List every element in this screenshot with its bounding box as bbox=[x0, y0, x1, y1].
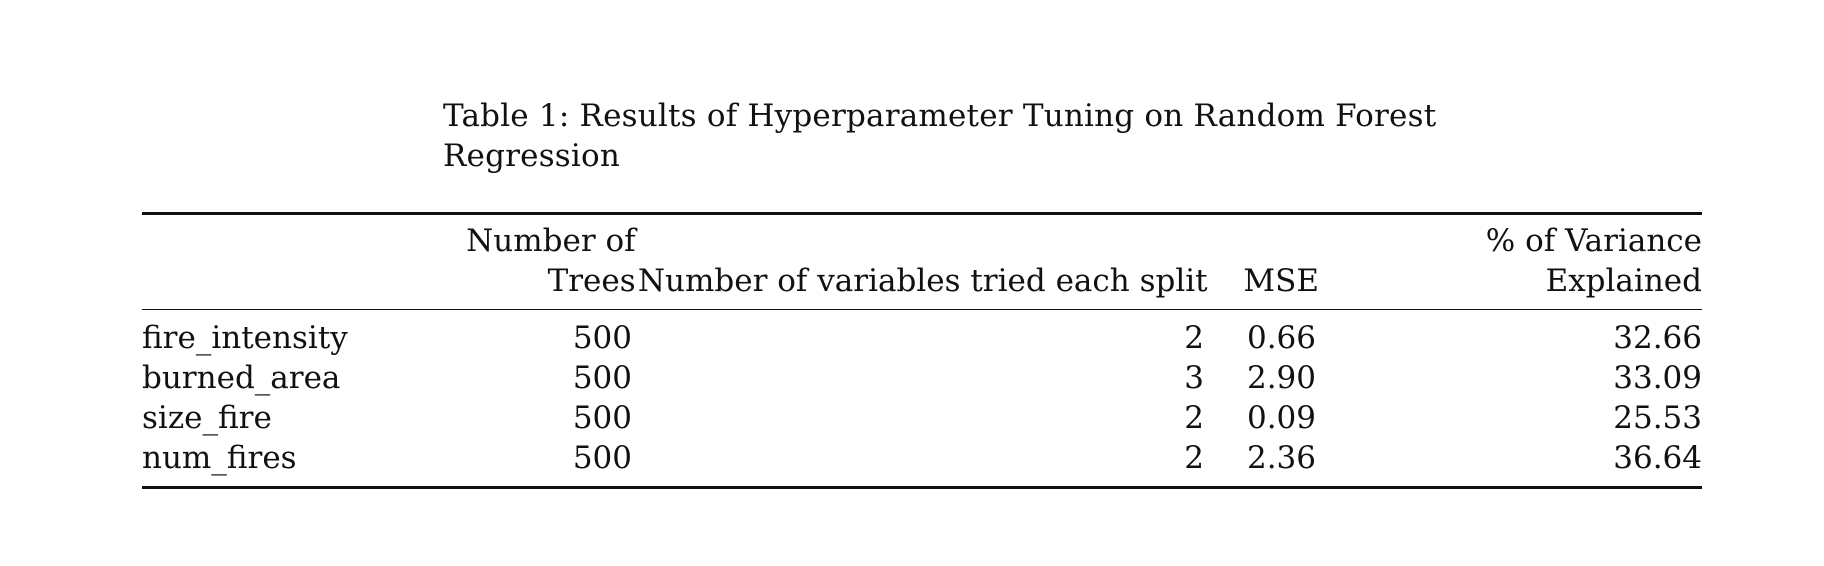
cell-mse: 2.90 bbox=[1246, 360, 1316, 396]
cell-variables: 2 bbox=[1184, 400, 1204, 436]
header-mse: MSE bbox=[1208, 215, 1319, 309]
cell-variance: 33.09 bbox=[1613, 360, 1702, 396]
table-row: burned_area 500 3 2.90 33.09 bbox=[142, 358, 1702, 398]
row-label: size_fire bbox=[142, 400, 272, 436]
cell-mse: 2.36 bbox=[1246, 440, 1316, 476]
header-trees-line-1: Number of bbox=[466, 223, 636, 259]
table-row: num_fires 500 2 2.36 36.64 bbox=[142, 438, 1702, 486]
cell-variance: 36.64 bbox=[1613, 440, 1702, 476]
header-row-label bbox=[142, 215, 466, 309]
cell-variables: 3 bbox=[1184, 360, 1204, 396]
row-label: burned_area bbox=[142, 360, 341, 396]
header-row: Number of Trees Number of variables trie… bbox=[142, 215, 1702, 309]
caption-line-1: Table 1: Results of Hyperparameter Tunin… bbox=[443, 98, 1437, 134]
cell-variables: 2 bbox=[1184, 440, 1204, 476]
data-table-body: fire_intensity 500 2 0.66 32.66 burned_a… bbox=[142, 310, 1702, 486]
cell-trees: 500 bbox=[572, 440, 632, 476]
bottom-rule bbox=[142, 486, 1702, 489]
mid-rule bbox=[142, 309, 1702, 310]
cell-variables: 2 bbox=[1184, 320, 1204, 356]
header-mse-line-2: MSE bbox=[1243, 263, 1319, 299]
data-table: Number of Trees Number of variables trie… bbox=[142, 215, 1702, 309]
table-body: fire_intensity 500 2 0.66 32.66 burned_a… bbox=[142, 310, 1702, 486]
row-label: fire_intensity bbox=[142, 320, 348, 356]
row-label: num_fires bbox=[142, 440, 297, 476]
header-variables-per-split: Number of variables tried each split bbox=[636, 215, 1208, 309]
caption-line-2: Regression bbox=[443, 138, 621, 174]
header-variance-line-1: % of Variance bbox=[1485, 223, 1702, 259]
results-table: Number of Trees Number of variables trie… bbox=[142, 212, 1702, 489]
cell-trees: 500 bbox=[572, 400, 632, 436]
cell-trees: 500 bbox=[572, 320, 632, 356]
header-variance-line-2: Explained bbox=[1545, 263, 1702, 299]
table-caption: Table 1: Results of Hyperparameter Tunin… bbox=[443, 96, 1437, 176]
cell-variance: 25.53 bbox=[1613, 400, 1702, 436]
table-row: size_fire 500 2 0.09 25.53 bbox=[142, 398, 1702, 438]
cell-mse: 0.66 bbox=[1246, 320, 1316, 356]
header-variance-explained: % of Variance Explained bbox=[1319, 215, 1702, 309]
header-vars-line-2: Number of variables tried each split bbox=[637, 263, 1208, 299]
cell-mse: 0.09 bbox=[1246, 400, 1316, 436]
table-header: Number of Trees Number of variables trie… bbox=[142, 215, 1702, 309]
header-trees-line-2: Trees bbox=[547, 263, 636, 299]
table-row: fire_intensity 500 2 0.66 32.66 bbox=[142, 310, 1702, 358]
cell-trees: 500 bbox=[572, 360, 632, 396]
top-rule bbox=[142, 212, 1702, 215]
cell-variance: 32.66 bbox=[1613, 320, 1702, 356]
header-number-of-trees: Number of Trees bbox=[466, 215, 636, 309]
